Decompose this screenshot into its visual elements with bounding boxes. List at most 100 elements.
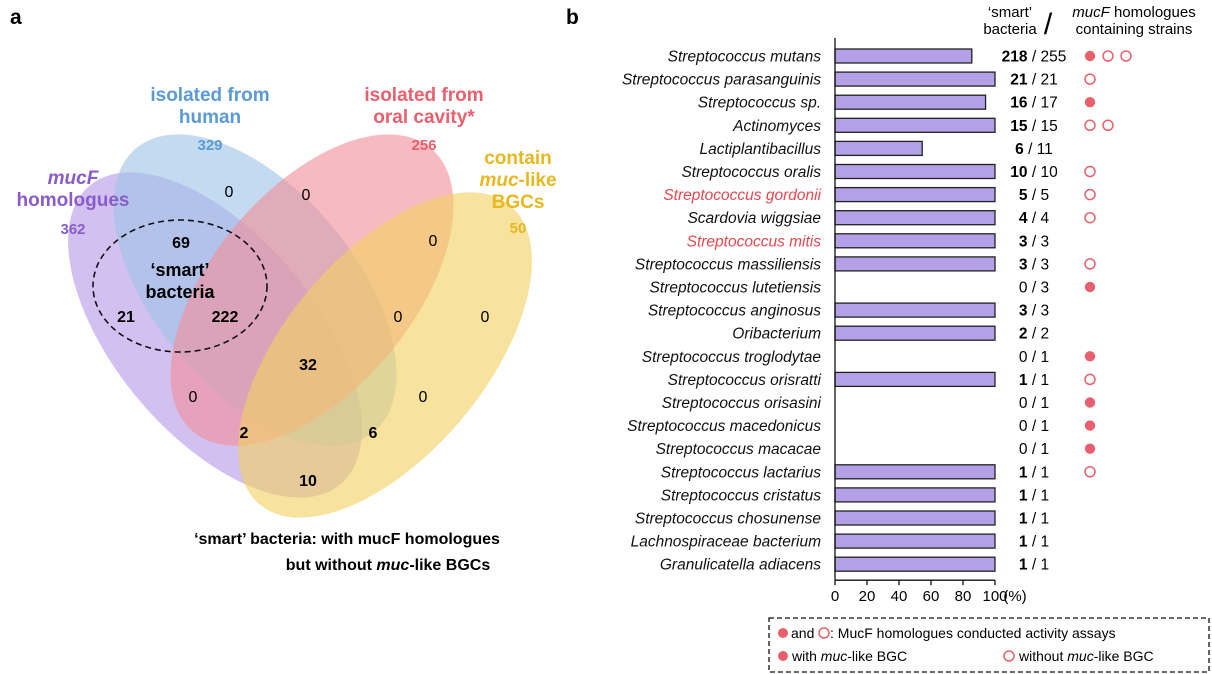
set-title-human: isolated from human — [150, 85, 269, 128]
bar-row: Streptococcus mutans 218 / 255 — [668, 48, 1132, 66]
total-count: / 1 — [1028, 395, 1050, 412]
bar-row: Streptococcus mitis 3 / 3 — [687, 233, 1049, 250]
x-tick-label: 20 — [859, 588, 876, 605]
bar — [834, 71, 996, 87]
legend-box — [768, 617, 1210, 673]
set-title-line: contain — [484, 148, 552, 169]
filled-marker — [1084, 281, 1096, 293]
total-count: / 17 — [1028, 95, 1058, 112]
bar-row: Lactiplantibacillus 6 / 11 — [700, 140, 1053, 158]
set-count-human: 329 — [197, 137, 222, 154]
total-count: / 1 — [1028, 534, 1050, 551]
smart-count: 3 — [1019, 233, 1028, 250]
bar — [834, 163, 996, 180]
total-count: / 15 — [1028, 118, 1058, 135]
set-count-oral: 256 — [411, 137, 436, 154]
set-title-line: oral cavity* — [373, 107, 475, 128]
header-slash: / — [1044, 8, 1053, 41]
total-count: / 10 — [1028, 164, 1059, 181]
ratio-label: 16 / 17 — [1010, 95, 1057, 112]
bar-row: Streptococcus sp. 16 / 17 — [698, 94, 1096, 112]
x-tick-label: 100 — [982, 588, 1007, 605]
bar-row: Lachnospiraceae bacterium 1 / 1 — [631, 533, 1049, 551]
venn-region-count: 32 — [299, 357, 317, 374]
open-marker — [1084, 119, 1096, 132]
category-label: Streptococcus cristatus — [661, 487, 821, 504]
bar — [834, 186, 996, 203]
x-tick-label: 80 — [955, 588, 972, 605]
venn-region-count: 0 — [302, 187, 311, 204]
bar — [834, 48, 973, 64]
open-marker — [1102, 119, 1114, 132]
total-count: / 1 — [1028, 511, 1050, 528]
set-title-line: human — [179, 107, 241, 128]
bar — [834, 210, 996, 226]
smart-count: 0 — [1019, 441, 1028, 458]
venn-region-count: 0 — [394, 309, 403, 326]
smart-count: 0 — [1019, 280, 1028, 297]
total-count: / 3 — [1028, 303, 1050, 320]
total-count: / 1 — [1028, 441, 1050, 458]
bar-row: Streptococcus troglodytae 0 / 1 — [642, 349, 1096, 366]
caption-line2: but without muc-like BGCs — [286, 557, 491, 574]
category-label: Oribacterium — [732, 326, 821, 343]
set-count-mucf: 362 — [60, 221, 85, 238]
ratio-label: 0 / 3 — [1019, 280, 1049, 297]
total-count: / 21 — [1028, 72, 1058, 89]
bar — [834, 487, 996, 503]
bar — [834, 533, 996, 549]
bar — [834, 510, 996, 526]
bar — [834, 464, 996, 480]
smart-count: 0 — [1019, 418, 1028, 435]
bar — [834, 302, 996, 318]
caption-line2-post: -like BGCs — [409, 557, 490, 574]
ratio-label: 0 / 1 — [1019, 349, 1049, 366]
total-count: / 11 — [1024, 141, 1053, 158]
smart-count: 3 — [1019, 256, 1028, 273]
filled-marker — [1084, 50, 1096, 62]
bar-row: Streptococcus cristatus 1 / 1 — [661, 487, 1049, 504]
bar-row: Streptococcus parasanguinis 21 / 21 — [622, 71, 1096, 89]
smart-count: 6 — [1015, 141, 1024, 158]
ratio-label: 1 / 1 — [1019, 534, 1049, 551]
ratio-label: 10 / 10 — [1010, 164, 1058, 181]
category-label: Streptococcus gordonii — [663, 187, 821, 204]
legend-and: and — [791, 625, 814, 641]
set-title-line: mucF — [48, 168, 100, 189]
open-marker — [1120, 50, 1132, 62]
bar-row: Streptococcus orisasini 0 / 1 — [662, 395, 1096, 412]
bar-row: Streptococcus oralis 10 / 10 — [681, 163, 1096, 181]
set-title-mucf: mucF homologues — [17, 168, 130, 211]
venn-panel: a mucF homologues 362 isolated from human … — [10, 6, 557, 574]
smart-count: 0 — [1019, 349, 1028, 366]
open-marker — [1084, 73, 1096, 85]
smart-count: 3 — [1019, 303, 1028, 320]
legend-filled-marker-2 — [778, 651, 788, 661]
venn-region-count: 21 — [117, 309, 135, 326]
set-title-line: isolated from — [364, 85, 483, 106]
venn-region-count: 2 — [240, 425, 249, 442]
legend-open-marker-2 — [1003, 650, 1015, 662]
smart-count: 1 — [1019, 464, 1028, 481]
set-title-line: isolated from — [150, 85, 269, 106]
legend-open-marker-1 — [818, 627, 830, 639]
total-count: / 4 — [1028, 210, 1050, 227]
bar-row: Granulicatella adiacens 1 / 1 — [660, 556, 1049, 574]
legend-open-pre: without — [1018, 648, 1067, 664]
smart-count: 16 — [1010, 95, 1028, 112]
smart-count: 4 — [1019, 210, 1028, 227]
ratio-label: 1 / 1 — [1019, 557, 1049, 574]
total-count: / 1 — [1028, 372, 1050, 389]
bar-row: Streptococcus lactarius 1 / 1 — [661, 464, 1096, 481]
venn-region-count: 0 — [419, 389, 428, 406]
total-count: / 1 — [1028, 487, 1050, 504]
bar-rows: Streptococcus mutans 218 / 255 Streptococc… — [622, 48, 1132, 574]
venn-region-count: 0 — [481, 309, 490, 326]
ratio-label: 3 / 3 — [1019, 233, 1049, 250]
total-count: / 2 — [1028, 326, 1050, 343]
open-marker — [1084, 188, 1096, 201]
smart-label-line2: bacteria — [145, 282, 215, 302]
x-tick-label: 60 — [923, 588, 940, 605]
legend: and : MucF homologues conducted activity… — [768, 617, 1210, 673]
venn-region-count: 6 — [369, 425, 378, 442]
